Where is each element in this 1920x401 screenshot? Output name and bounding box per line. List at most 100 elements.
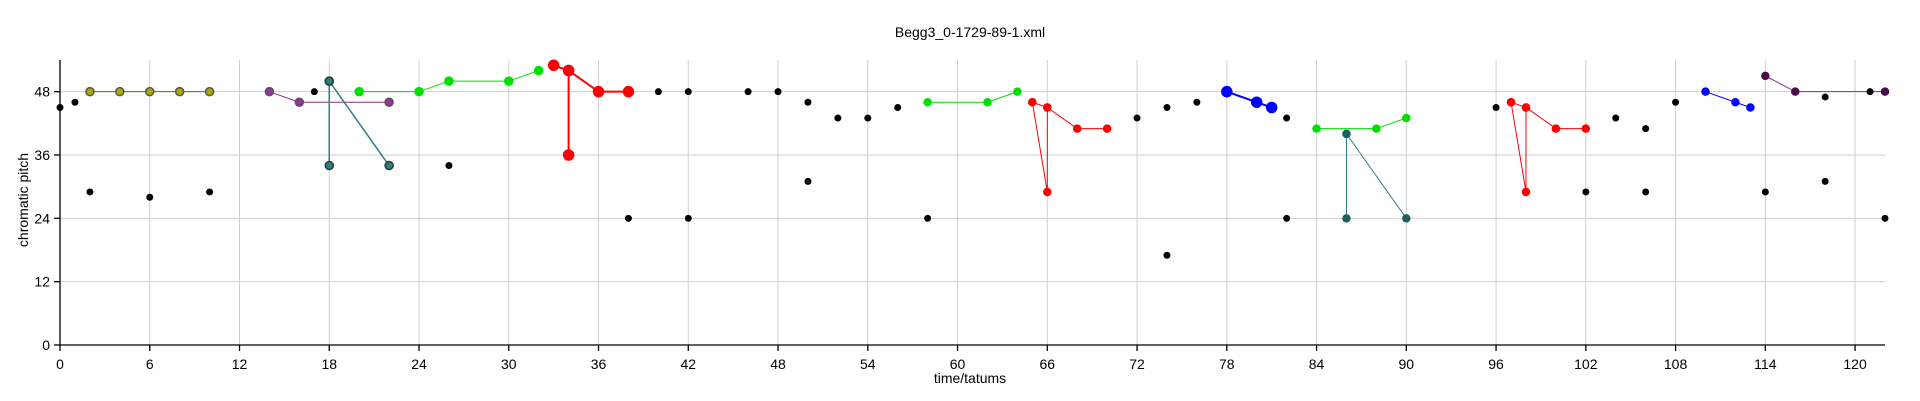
segment-point bbox=[533, 65, 544, 76]
x-tick-label: 78 bbox=[1219, 356, 1235, 372]
segment-point bbox=[1880, 87, 1890, 96]
segment-point bbox=[384, 160, 394, 171]
x-tick-label: 6 bbox=[146, 356, 154, 372]
segment-point bbox=[145, 86, 155, 97]
segment-point bbox=[1342, 214, 1351, 223]
segment-point bbox=[1043, 103, 1052, 112]
segment-point bbox=[1043, 187, 1052, 197]
note-point bbox=[804, 177, 812, 185]
segment-line bbox=[1510, 102, 1527, 193]
segment-point bbox=[354, 86, 364, 97]
segment-point bbox=[1265, 101, 1278, 114]
segment-point bbox=[384, 97, 394, 107]
note-point bbox=[1866, 88, 1874, 96]
note-point bbox=[1642, 188, 1650, 196]
y-tick-label: 36 bbox=[34, 147, 50, 163]
x-axis-label: time/tatums bbox=[934, 370, 1006, 386]
segment-point bbox=[85, 86, 95, 97]
x-tick-label: 60 bbox=[950, 356, 966, 372]
segment-point bbox=[923, 97, 932, 107]
segment-point bbox=[1372, 124, 1381, 133]
note-point bbox=[834, 114, 842, 122]
segment-point bbox=[1312, 124, 1321, 133]
note-point bbox=[71, 98, 79, 106]
segment-point bbox=[204, 86, 215, 97]
note-point bbox=[1881, 214, 1889, 222]
x-tick-label: 18 bbox=[321, 356, 337, 372]
x-tick-label: 0 bbox=[56, 356, 64, 372]
segment-line bbox=[1510, 101, 1586, 130]
segment-point bbox=[1731, 97, 1740, 107]
y-axis-label: chromatic pitch bbox=[15, 153, 31, 247]
note-point bbox=[774, 88, 782, 96]
segment-point bbox=[504, 76, 514, 86]
segment-point bbox=[562, 149, 575, 161]
note-point bbox=[684, 88, 692, 96]
segment-line bbox=[553, 64, 629, 93]
x-tick-label: 96 bbox=[1488, 356, 1504, 372]
x-tick-label: 54 bbox=[860, 356, 876, 372]
note-point bbox=[1761, 188, 1769, 196]
segment-point bbox=[983, 97, 992, 107]
note-point bbox=[1133, 114, 1141, 122]
x-tick-label: 36 bbox=[591, 356, 607, 372]
x-tick-label: 24 bbox=[411, 356, 427, 372]
segment-line bbox=[1765, 75, 1885, 93]
segment-point bbox=[562, 64, 575, 77]
axes bbox=[59, 60, 1885, 346]
segment-point bbox=[1072, 124, 1082, 133]
segment-point bbox=[547, 59, 560, 72]
note-point bbox=[1492, 104, 1500, 111]
segment-point bbox=[1506, 97, 1516, 107]
segment-point bbox=[115, 86, 125, 97]
segment-point bbox=[1790, 87, 1800, 96]
note-point bbox=[1612, 114, 1620, 122]
note-point bbox=[310, 88, 318, 96]
tick-marks: 0 6 12 18 24 30 36 42 48 54 60 66 72 78 84 90 96 102 108 11… bbox=[34, 84, 1867, 372]
segment-point bbox=[414, 86, 424, 97]
note-points bbox=[56, 88, 1889, 259]
note-point bbox=[1193, 98, 1201, 106]
note-point bbox=[1283, 214, 1291, 222]
y-tick-label: 48 bbox=[34, 84, 50, 100]
note-segments bbox=[85, 59, 1890, 223]
x-tick-label: 102 bbox=[1574, 356, 1598, 372]
x-tick-label: 42 bbox=[680, 356, 696, 372]
note-point bbox=[146, 193, 154, 201]
x-tick-label: 12 bbox=[232, 356, 248, 372]
note-point bbox=[1163, 104, 1171, 111]
segment-line bbox=[328, 80, 390, 166]
segment-point bbox=[1521, 187, 1531, 197]
segment-point bbox=[294, 97, 305, 107]
segment-point bbox=[1342, 129, 1351, 139]
note-point bbox=[744, 88, 752, 96]
segment-point bbox=[622, 85, 635, 98]
segment-line bbox=[1316, 117, 1407, 130]
note-point bbox=[1283, 114, 1291, 122]
x-tick-label: 108 bbox=[1664, 356, 1688, 372]
y-tick-label: 24 bbox=[34, 210, 50, 226]
segment-point bbox=[1102, 124, 1112, 133]
segment-point bbox=[1521, 103, 1531, 112]
segment-point bbox=[1013, 87, 1022, 96]
x-tick-label: 114 bbox=[1754, 356, 1777, 372]
note-point bbox=[1821, 93, 1829, 101]
y-tick-label: 0 bbox=[42, 337, 50, 353]
segment-point bbox=[324, 160, 335, 171]
segment-line bbox=[1346, 133, 1407, 219]
x-tick-label: 30 bbox=[501, 356, 517, 372]
segment-point bbox=[444, 76, 454, 86]
note-point bbox=[924, 214, 932, 222]
segment-point bbox=[1746, 103, 1755, 112]
note-point bbox=[894, 104, 902, 111]
segment-point bbox=[1402, 214, 1411, 223]
note-point bbox=[804, 98, 812, 106]
note-point bbox=[1672, 98, 1680, 106]
note-point bbox=[56, 104, 64, 111]
note-point bbox=[206, 188, 214, 196]
segment-line bbox=[1705, 91, 1751, 108]
segment-line bbox=[927, 91, 1018, 103]
x-tick-label: 120 bbox=[1843, 356, 1867, 372]
segment-point bbox=[1402, 113, 1411, 123]
